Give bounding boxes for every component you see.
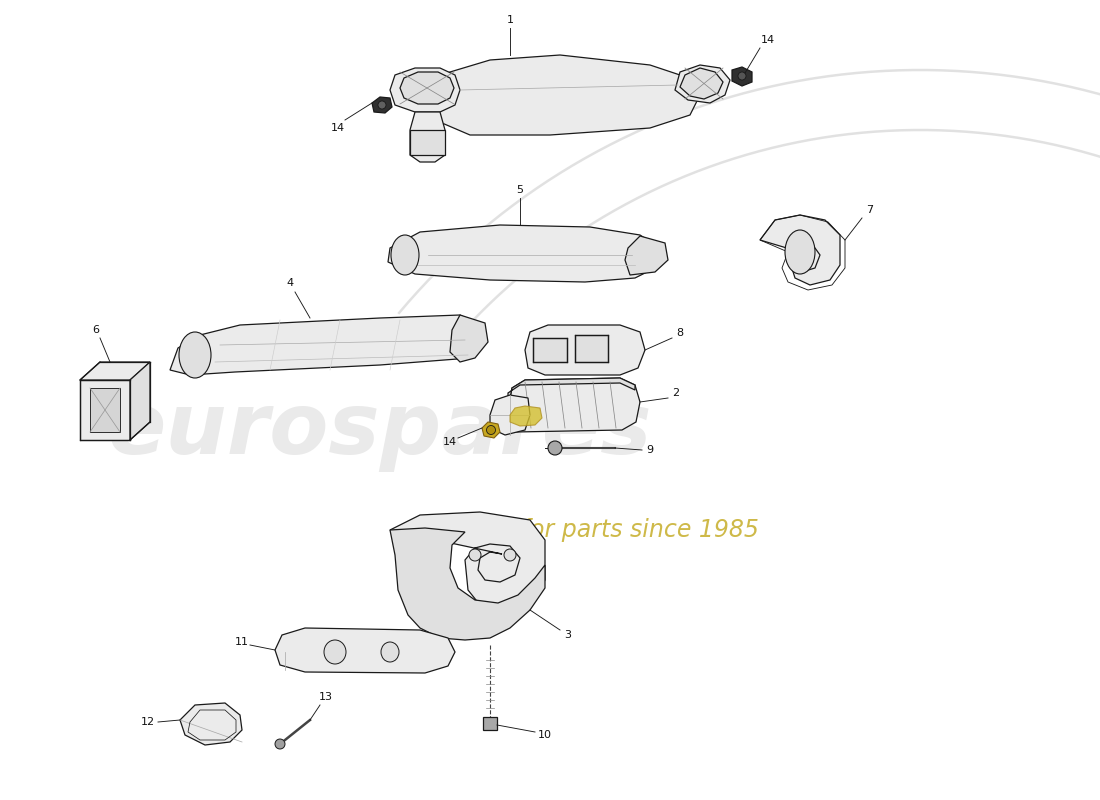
Ellipse shape xyxy=(324,640,346,664)
Polygon shape xyxy=(534,338,566,362)
Polygon shape xyxy=(390,528,544,640)
Ellipse shape xyxy=(486,426,495,434)
Ellipse shape xyxy=(390,235,419,275)
Polygon shape xyxy=(675,65,730,103)
Polygon shape xyxy=(275,628,455,673)
Text: 12: 12 xyxy=(141,717,155,727)
Polygon shape xyxy=(680,68,723,99)
Ellipse shape xyxy=(469,549,481,561)
Polygon shape xyxy=(430,55,700,135)
Ellipse shape xyxy=(275,739,285,749)
Polygon shape xyxy=(510,406,542,426)
Polygon shape xyxy=(760,215,840,285)
Text: 4: 4 xyxy=(286,278,294,288)
Polygon shape xyxy=(410,130,446,155)
Polygon shape xyxy=(372,97,392,113)
Text: 9: 9 xyxy=(647,445,653,455)
Polygon shape xyxy=(80,380,130,440)
Polygon shape xyxy=(490,395,530,435)
Polygon shape xyxy=(508,378,640,432)
Polygon shape xyxy=(508,378,635,408)
Polygon shape xyxy=(80,362,150,380)
Text: 3: 3 xyxy=(564,630,572,640)
Polygon shape xyxy=(90,388,120,432)
Text: 1: 1 xyxy=(506,15,514,25)
Polygon shape xyxy=(525,325,645,375)
Polygon shape xyxy=(450,315,488,362)
Polygon shape xyxy=(575,335,608,362)
Ellipse shape xyxy=(179,332,211,378)
Ellipse shape xyxy=(381,642,399,662)
Text: 13: 13 xyxy=(319,692,333,702)
Ellipse shape xyxy=(738,72,746,80)
Text: 8: 8 xyxy=(676,328,683,338)
Text: 6: 6 xyxy=(92,325,99,335)
Text: 2: 2 xyxy=(672,388,680,398)
Ellipse shape xyxy=(785,230,815,274)
Polygon shape xyxy=(180,703,242,745)
Ellipse shape xyxy=(548,441,562,455)
Polygon shape xyxy=(482,422,500,438)
Text: 14: 14 xyxy=(761,35,776,45)
Ellipse shape xyxy=(504,549,516,561)
Text: 11: 11 xyxy=(235,637,249,647)
Polygon shape xyxy=(410,112,446,162)
Polygon shape xyxy=(130,362,150,440)
Polygon shape xyxy=(388,225,660,282)
Polygon shape xyxy=(625,236,668,275)
Text: 7: 7 xyxy=(867,205,873,215)
Polygon shape xyxy=(400,72,454,104)
Polygon shape xyxy=(390,512,544,612)
Text: 10: 10 xyxy=(538,730,552,740)
Polygon shape xyxy=(732,67,752,86)
Polygon shape xyxy=(170,315,482,375)
Text: eurospares: eurospares xyxy=(108,389,652,471)
Text: a passion for parts since 1985: a passion for parts since 1985 xyxy=(402,518,758,542)
Text: 14: 14 xyxy=(331,123,345,133)
Ellipse shape xyxy=(378,101,386,109)
Polygon shape xyxy=(483,717,497,730)
Polygon shape xyxy=(390,68,460,112)
Text: 14: 14 xyxy=(443,437,458,447)
Text: 5: 5 xyxy=(517,185,524,195)
